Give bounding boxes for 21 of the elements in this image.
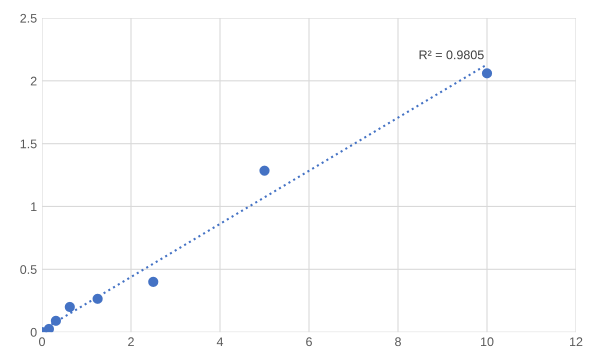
y-tick-label: 1.5	[20, 140, 37, 148]
y-tick-label: 2.5	[20, 14, 37, 23]
point	[148, 276, 158, 287]
x-tick-label: 6	[306, 337, 312, 346]
point	[50, 316, 61, 326]
point	[259, 166, 270, 176]
point	[44, 324, 54, 332]
x-tick-label: 2	[128, 337, 134, 346]
x-tick-label: 10	[481, 337, 494, 346]
point	[64, 302, 75, 312]
point	[92, 294, 103, 304]
y-tick-label: 1	[31, 202, 37, 212]
annotation: R² = 0.9805	[420, 50, 484, 60]
x-tick-label: 4	[216, 337, 224, 346]
x-tick-label: 12	[570, 337, 582, 346]
point	[482, 68, 492, 78]
y-tick-label: 0.5	[20, 265, 37, 274]
x-tick-label: 8	[395, 337, 401, 346]
x-tick-label: 0	[39, 337, 45, 346]
y-tick-label: 2	[30, 76, 37, 86]
y-tick-label: 0	[30, 328, 37, 337]
